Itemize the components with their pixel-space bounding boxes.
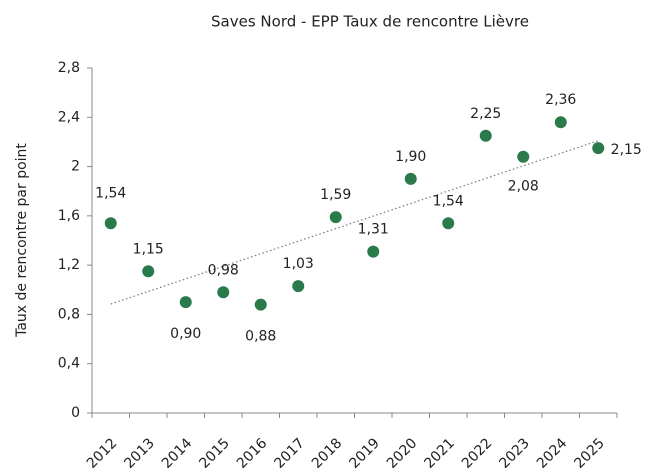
x-tick-label: 2017 — [271, 435, 308, 472]
point — [592, 142, 605, 155]
point — [517, 150, 530, 163]
point — [367, 245, 380, 258]
value-label: 2,25 — [470, 106, 501, 122]
y-tick-label: 2,8 — [58, 60, 80, 76]
value-label: 1,15 — [133, 241, 164, 257]
value-label: 1,54 — [95, 185, 126, 201]
y-tick-label: 1,2 — [58, 257, 80, 273]
point — [404, 172, 417, 185]
x-tick-label: 2012 — [84, 435, 121, 472]
y-tick-label: 1,6 — [58, 208, 80, 224]
point — [179, 296, 192, 309]
value-label: 2,08 — [508, 179, 539, 195]
x-tick-label: 2019 — [346, 435, 383, 472]
value-label: 0,90 — [170, 326, 201, 342]
value-label: 2,36 — [545, 92, 576, 108]
x-tick-label: 2022 — [459, 435, 496, 472]
trendline — [110, 140, 599, 305]
y-tick-label: 2,4 — [58, 109, 80, 125]
value-label: 1,59 — [320, 187, 351, 203]
x-tick-label: 2016 — [234, 435, 271, 472]
point — [292, 280, 305, 293]
value-label: 0,88 — [245, 329, 276, 345]
value-label: 1,90 — [395, 149, 426, 165]
y-tick-label: 0,8 — [58, 306, 80, 322]
x-tick-label: 2021 — [421, 435, 458, 472]
y-axis-label: Taux de rencontre par point — [14, 143, 30, 338]
x-tick-label: 2018 — [309, 435, 346, 472]
point — [142, 265, 155, 278]
x-tick-label: 2014 — [159, 435, 196, 472]
chart-title: Saves Nord - EPP Taux de rencontre Lièvr… — [211, 13, 529, 31]
x-tick-label: 2024 — [534, 435, 571, 472]
x-tick-label: 2023 — [496, 435, 533, 472]
x-tick-label: 2025 — [571, 435, 608, 472]
value-label: 0,98 — [208, 262, 239, 278]
point — [479, 129, 492, 142]
x-tick-label: 2015 — [196, 435, 233, 472]
y-tick-label: 0,4 — [58, 356, 80, 372]
x-tick-label: 2013 — [121, 435, 158, 472]
point — [554, 116, 567, 129]
point — [254, 298, 267, 311]
value-label: 1,31 — [358, 222, 389, 238]
value-label: 1,03 — [283, 256, 314, 272]
value-label: 1,54 — [433, 193, 464, 209]
point — [217, 286, 230, 299]
value-label: 2,15 — [611, 142, 642, 158]
x-tick-label: 2020 — [384, 435, 421, 472]
point — [442, 217, 455, 230]
y-tick-label: 0 — [71, 405, 80, 421]
point — [329, 211, 342, 224]
y-tick-label: 2 — [71, 159, 80, 175]
point — [104, 217, 117, 230]
